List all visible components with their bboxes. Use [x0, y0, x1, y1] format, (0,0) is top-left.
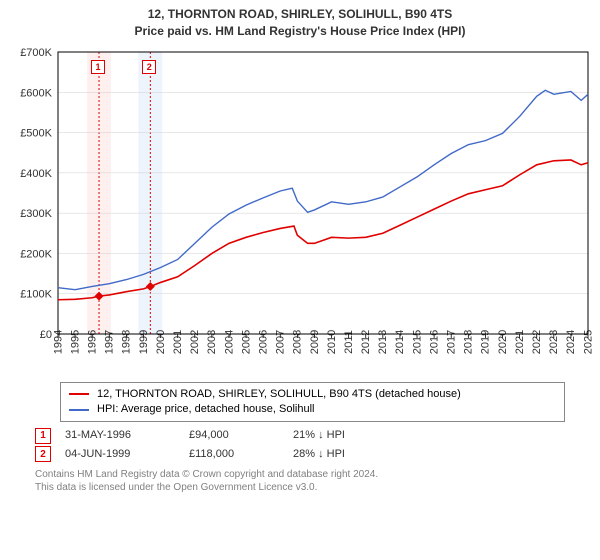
svg-text:2012: 2012: [360, 329, 372, 353]
transaction-date: 04-JUN-1999: [65, 445, 175, 464]
transaction-price: £94,000: [189, 426, 279, 445]
svg-text:2009: 2009: [309, 329, 321, 353]
transaction-badge: 1: [35, 428, 51, 444]
chart-container: { "title": { "line1": "12, THORNTON ROAD…: [0, 0, 600, 560]
svg-text:2014: 2014: [394, 329, 406, 353]
transaction-date: 31-MAY-1996: [65, 426, 175, 445]
legend-label: HPI: Average price, detached house, Soli…: [97, 402, 315, 417]
svg-text:£200K: £200K: [20, 248, 52, 260]
svg-text:2005: 2005: [240, 329, 252, 353]
chart-badge: 1: [91, 60, 105, 74]
svg-text:2017: 2017: [446, 329, 458, 353]
svg-text:£600K: £600K: [20, 87, 52, 99]
footer: Contains HM Land Registry data © Crown c…: [35, 468, 565, 494]
chart: £0 £100K £200K £300K £400K £500K £600K £700K 199…: [0, 46, 600, 376]
svg-text:£400K: £400K: [20, 167, 52, 179]
svg-text:£700K: £700K: [20, 47, 52, 59]
svg-text:2016: 2016: [428, 329, 440, 353]
legend-label: 12, THORNTON ROAD, SHIRLEY, SOLIHULL, B9…: [97, 387, 461, 402]
svg-text:1995: 1995: [69, 329, 81, 353]
svg-text:2003: 2003: [206, 329, 218, 353]
svg-text:1996: 1996: [86, 329, 98, 353]
transaction-delta: 28% ↓ HPI: [293, 445, 403, 464]
svg-text:2007: 2007: [275, 329, 287, 353]
transaction-delta: 21% ↓ HPI: [293, 426, 403, 445]
svg-text:2013: 2013: [377, 329, 389, 353]
transaction-badge: 2: [35, 446, 51, 462]
svg-text:2001: 2001: [172, 329, 184, 353]
legend-item-property: 12, THORNTON ROAD, SHIRLEY, SOLIHULL, B9…: [69, 387, 556, 402]
svg-text:2023: 2023: [548, 329, 560, 353]
svg-text:2000: 2000: [155, 329, 167, 353]
svg-text:2024: 2024: [565, 329, 577, 353]
svg-text:2015: 2015: [411, 329, 423, 353]
legend: 12, THORNTON ROAD, SHIRLEY, SOLIHULL, B9…: [60, 382, 565, 423]
svg-text:2018: 2018: [463, 329, 475, 353]
title-line-1: 12, THORNTON ROAD, SHIRLEY, SOLIHULL, B9…: [0, 6, 600, 23]
footer-line-2: This data is licensed under the Open Gov…: [35, 481, 565, 494]
svg-text:2008: 2008: [292, 329, 304, 353]
svg-text:2006: 2006: [257, 329, 269, 353]
title-line-2: Price paid vs. HM Land Registry's House …: [0, 23, 600, 40]
title-block: 12, THORNTON ROAD, SHIRLEY, SOLIHULL, B9…: [0, 0, 600, 40]
transactions-table: 1 31-MAY-1996 £94,000 21% ↓ HPI 2 04-JUN…: [35, 426, 565, 463]
svg-text:£100K: £100K: [20, 288, 52, 300]
legend-item-hpi: HPI: Average price, detached house, Soli…: [69, 402, 556, 417]
legend-swatch: [69, 409, 89, 411]
chart-badge: 2: [142, 60, 156, 74]
svg-text:2022: 2022: [531, 329, 543, 353]
transaction-row: 2 04-JUN-1999 £118,000 28% ↓ HPI: [35, 445, 565, 464]
footer-line-1: Contains HM Land Registry data © Crown c…: [35, 468, 565, 481]
svg-text:1998: 1998: [121, 329, 133, 353]
legend-swatch: [69, 393, 89, 395]
svg-text:2021: 2021: [514, 329, 526, 353]
svg-text:2010: 2010: [326, 329, 338, 353]
svg-text:2002: 2002: [189, 329, 201, 353]
transaction-row: 1 31-MAY-1996 £94,000 21% ↓ HPI: [35, 426, 565, 445]
svg-text:1999: 1999: [138, 329, 150, 353]
svg-text:2019: 2019: [480, 329, 492, 353]
chart-svg: £0 £100K £200K £300K £400K £500K £600K £700K 199…: [0, 46, 600, 376]
svg-text:£300K: £300K: [20, 208, 52, 220]
svg-text:2020: 2020: [497, 329, 509, 353]
svg-text:2004: 2004: [223, 329, 235, 353]
svg-text:£0: £0: [40, 329, 52, 341]
transaction-price: £118,000: [189, 445, 279, 464]
svg-text:£500K: £500K: [20, 127, 52, 139]
svg-text:1997: 1997: [104, 329, 116, 353]
